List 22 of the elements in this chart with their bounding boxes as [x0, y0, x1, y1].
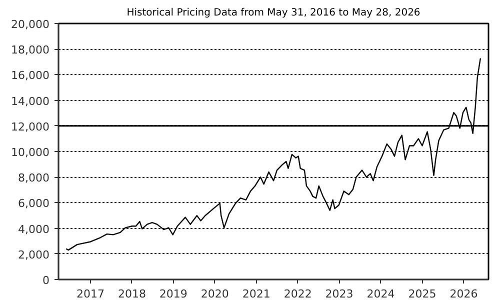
- x-tick-label: 2023: [325, 288, 354, 300]
- y-tick-label: 8,000: [18, 172, 50, 185]
- y-tick-label: 20,000: [11, 18, 50, 31]
- x-tick-label: 2022: [284, 288, 312, 300]
- y-tick-label: 4,000: [18, 222, 50, 236]
- x-tick-label: 2019: [159, 288, 188, 300]
- y-tick-label: 0: [42, 274, 50, 287]
- x-tick-label: 2021: [242, 288, 270, 300]
- chart-title: Historical Pricing Data from May 31, 2016 to May 28, 2026: [126, 8, 420, 18]
- x-tick-label: 2024: [366, 288, 395, 300]
- x-tick-label: 2026: [450, 288, 478, 300]
- y-tick-label: 2,000: [18, 248, 50, 262]
- y-tick-label: 10,000: [11, 146, 50, 159]
- y-tick-label: 14,000: [11, 94, 50, 108]
- x-tick-label: 2020: [200, 288, 229, 300]
- x-tick-label: 2025: [408, 288, 436, 300]
- x-tick-label: 2017: [76, 288, 105, 300]
- y-tick-label: 12,000: [11, 120, 50, 134]
- y-tick-label: 18,000: [11, 44, 50, 57]
- x-tick-label: 2018: [118, 288, 146, 300]
- y-tick-label: 16,000: [11, 69, 50, 82]
- y-tick-label: 6,000: [18, 197, 50, 210]
